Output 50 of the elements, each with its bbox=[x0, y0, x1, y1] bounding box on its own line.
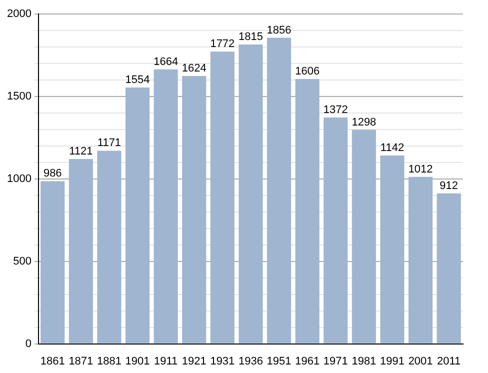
x-tick-label: 1951 bbox=[266, 355, 292, 368]
bar bbox=[295, 78, 320, 344]
bar bbox=[40, 181, 65, 344]
x-tick-label: 1936 bbox=[238, 355, 263, 368]
x-tick-label: 1871 bbox=[68, 355, 94, 368]
data-label: 1856 bbox=[266, 24, 292, 36]
bar bbox=[210, 52, 234, 344]
data-label: 1142 bbox=[380, 142, 404, 154]
bar bbox=[126, 88, 150, 344]
x-tick-label: 1961 bbox=[295, 355, 320, 368]
data-label: 1624 bbox=[182, 62, 206, 75]
bar bbox=[267, 38, 292, 344]
data-label: 1772 bbox=[210, 38, 235, 50]
data-label: 1606 bbox=[295, 66, 320, 78]
x-tick-label: 1991 bbox=[380, 355, 404, 368]
x-tick-label: 1901 bbox=[125, 355, 150, 368]
data-label: 1121 bbox=[69, 145, 93, 158]
x-tick-label: 1981 bbox=[352, 355, 376, 368]
data-label: 912 bbox=[440, 180, 458, 192]
bar bbox=[97, 150, 122, 344]
bar bbox=[182, 76, 206, 344]
bar bbox=[154, 69, 178, 344]
x-tick-label: 1861 bbox=[40, 355, 65, 368]
y-tick-label: 1500 bbox=[6, 90, 32, 102]
x-tick-label: 2001 bbox=[408, 355, 433, 368]
bar bbox=[238, 44, 263, 344]
x-tick-label: 1931 bbox=[210, 355, 235, 368]
bar bbox=[408, 176, 433, 344]
bar bbox=[324, 118, 348, 344]
data-label: 1815 bbox=[238, 31, 263, 44]
y-tick-label: 500 bbox=[13, 255, 32, 268]
data-label: 1298 bbox=[352, 116, 376, 128]
data-label: 986 bbox=[43, 168, 62, 180]
x-tick-label: 1921 bbox=[182, 355, 206, 368]
y-tick-label: 2000 bbox=[6, 8, 32, 20]
data-label: 1554 bbox=[125, 74, 150, 86]
data-label: 1012 bbox=[408, 163, 433, 176]
data-label: 1372 bbox=[323, 104, 348, 116]
data-label: 1171 bbox=[97, 137, 122, 150]
y-tick-label: 0 bbox=[25, 338, 32, 350]
y-tick-label: 1000 bbox=[6, 172, 32, 185]
bar bbox=[436, 193, 461, 344]
bar bbox=[352, 130, 376, 344]
bar bbox=[380, 155, 404, 344]
data-label: 1664 bbox=[154, 56, 178, 68]
bar bbox=[68, 158, 93, 344]
x-tick-label: 2011 bbox=[437, 355, 461, 368]
x-tick-label: 1881 bbox=[96, 355, 122, 368]
x-tick-label: 1911 bbox=[154, 355, 178, 368]
x-tick-label: 1971 bbox=[323, 355, 348, 368]
